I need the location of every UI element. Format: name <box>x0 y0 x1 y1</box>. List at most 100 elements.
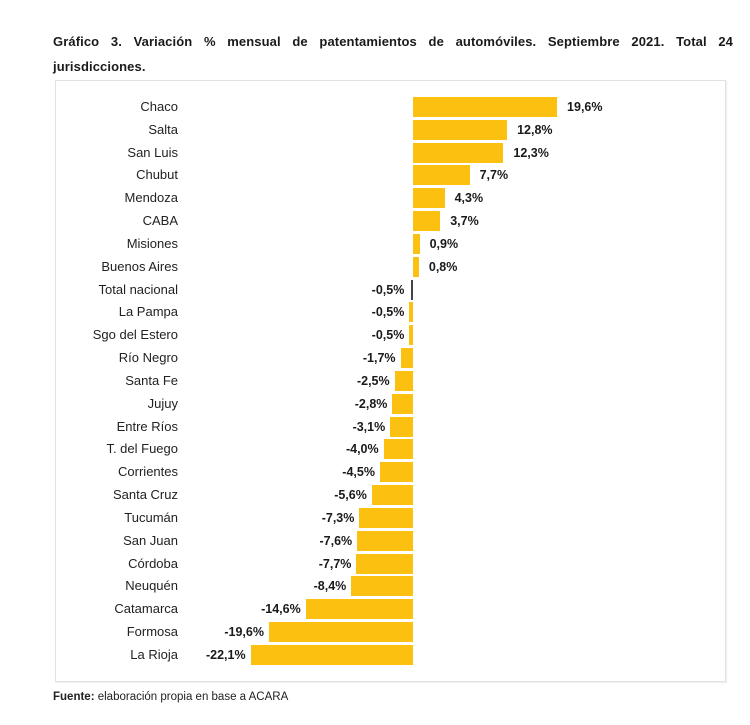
value-label: 12,3% <box>513 145 549 160</box>
bar <box>359 507 413 528</box>
value-label: -7,6% <box>319 533 353 548</box>
bar-row: Mendoza 4,3% <box>56 188 725 209</box>
bar-row: La Pampa -0,5% <box>56 302 725 323</box>
value-label: -7,7% <box>318 556 352 571</box>
bar-row: San Luis 12,3% <box>56 142 725 163</box>
value-label: -14,6% <box>261 602 301 617</box>
value-label: 4,3% <box>454 191 484 206</box>
value-label: 12,8% <box>517 122 553 137</box>
value-label: -22,1% <box>205 647 246 662</box>
bar <box>413 188 445 209</box>
value-label: -0,5% <box>371 305 405 320</box>
bar-row: Misiones 0,9% <box>56 233 725 254</box>
bar <box>413 142 504 163</box>
category-label: Chaco <box>140 99 178 114</box>
bar-row: Chaco 19,6% <box>56 97 725 117</box>
bar-row: Entre Ríos -3,1% <box>56 416 725 437</box>
bar <box>413 211 441 232</box>
bar <box>379 462 413 483</box>
bar <box>268 622 413 643</box>
bar-row: San Juan -7,6% <box>56 530 725 551</box>
category-label: Río Negro <box>118 350 178 366</box>
bar-row: CABA 3,7% <box>56 211 725 232</box>
bar-row: Sgo del Estero -0,5% <box>56 325 725 346</box>
value-label: -2,5% <box>356 373 390 388</box>
value-label: 3,7% <box>450 214 479 229</box>
category-label: Jujuy <box>147 395 178 411</box>
bar-row: Jujuy -2,8% <box>56 393 725 414</box>
bar <box>383 439 413 460</box>
bar <box>413 119 508 140</box>
bar-row: Santa Fe -2,5% <box>56 370 725 391</box>
bar-row: Córdoba -7,7% <box>56 553 725 574</box>
bar-row: Formosa -19,6% <box>56 622 725 643</box>
category-label: Buenos Aires <box>101 258 178 274</box>
bar-row: Tucumán -7,3% <box>56 507 725 528</box>
bar <box>394 370 413 391</box>
value-label: 7,7% <box>479 168 509 183</box>
category-label: Santa Cruz <box>112 487 178 503</box>
bar <box>413 233 420 254</box>
bar <box>413 165 470 186</box>
bar <box>356 553 413 574</box>
bar-row: Catamarca -14,6% <box>56 599 725 620</box>
value-label: 0,9% <box>429 236 459 251</box>
bar-row: Salta 12,8% <box>56 119 725 140</box>
chart-source: Fuente: elaboración propia en base a ACA… <box>53 691 288 703</box>
category-label: La Pampa <box>118 304 178 320</box>
category-label: Formosa <box>126 624 178 640</box>
bar-row: T. del Fuego -4,0% <box>56 439 725 460</box>
category-label: Mendoza <box>124 190 178 206</box>
category-label: Corrientes <box>118 464 178 480</box>
category-label: Tucumán <box>124 509 178 525</box>
bar <box>400 348 413 369</box>
source-text: elaboración propia en base a ACARA <box>94 691 289 703</box>
bar-row: Buenos Aires 0,8% <box>56 256 725 277</box>
value-label: 0,8% <box>428 259 458 274</box>
value-label: -7,3% <box>321 510 355 525</box>
bar-row: Santa Cruz -5,6% <box>56 485 725 506</box>
value-label: -19,6% <box>224 625 264 640</box>
value-label: -0,5% <box>371 282 405 297</box>
value-label: -8,4% <box>313 579 347 594</box>
bar <box>250 644 413 665</box>
bar <box>409 325 413 346</box>
value-label: -0,5% <box>371 328 405 343</box>
category-label: Entre Ríos <box>116 418 178 434</box>
value-label: -1,7% <box>362 351 396 366</box>
bar-row: La Rioja -22,1% <box>56 644 725 665</box>
category-label: Santa Fe <box>125 372 178 388</box>
bar <box>413 97 558 117</box>
bar <box>357 530 413 551</box>
value-label: -4,0% <box>345 442 379 457</box>
bar <box>409 302 413 323</box>
value-label: -2,8% <box>354 396 388 411</box>
chart-title: Gráfico 3. Variación % mensual de patent… <box>53 34 733 74</box>
bar-row: Río Negro -1,7% <box>56 348 725 369</box>
bar <box>390 416 413 437</box>
category-label: San Juan <box>123 532 178 548</box>
value-label: -4,5% <box>342 465 375 480</box>
chart-frame: Chaco 19,6% Salta 12,8% San Luis 12,3% Chubut 7… <box>55 80 726 682</box>
category-label: Total nacional <box>98 281 179 297</box>
source-label: Fuente: <box>53 691 95 703</box>
category-label: CABA <box>142 213 178 229</box>
category-label: Neuquén <box>125 578 178 594</box>
bar-row: Total nacional -0,5% <box>56 279 725 300</box>
value-label: 19,6% <box>567 100 603 114</box>
bar <box>413 256 419 277</box>
category-label: San Luis <box>127 144 178 160</box>
bar-row: Chubut 7,7% <box>56 165 725 186</box>
bar <box>392 393 413 414</box>
category-label: Chubut <box>136 167 178 183</box>
value-label: -3,1% <box>352 419 386 434</box>
bar <box>351 576 413 597</box>
bar <box>305 599 413 620</box>
category-label: Salta <box>148 121 178 137</box>
bar <box>411 279 413 300</box>
bar-row: Neuquén -8,4% <box>56 576 725 597</box>
category-label: Córdoba <box>128 555 178 571</box>
value-label: -5,6% <box>334 488 367 503</box>
category-label: Misiones <box>126 235 178 251</box>
category-label: T. del Fuego <box>106 441 178 457</box>
